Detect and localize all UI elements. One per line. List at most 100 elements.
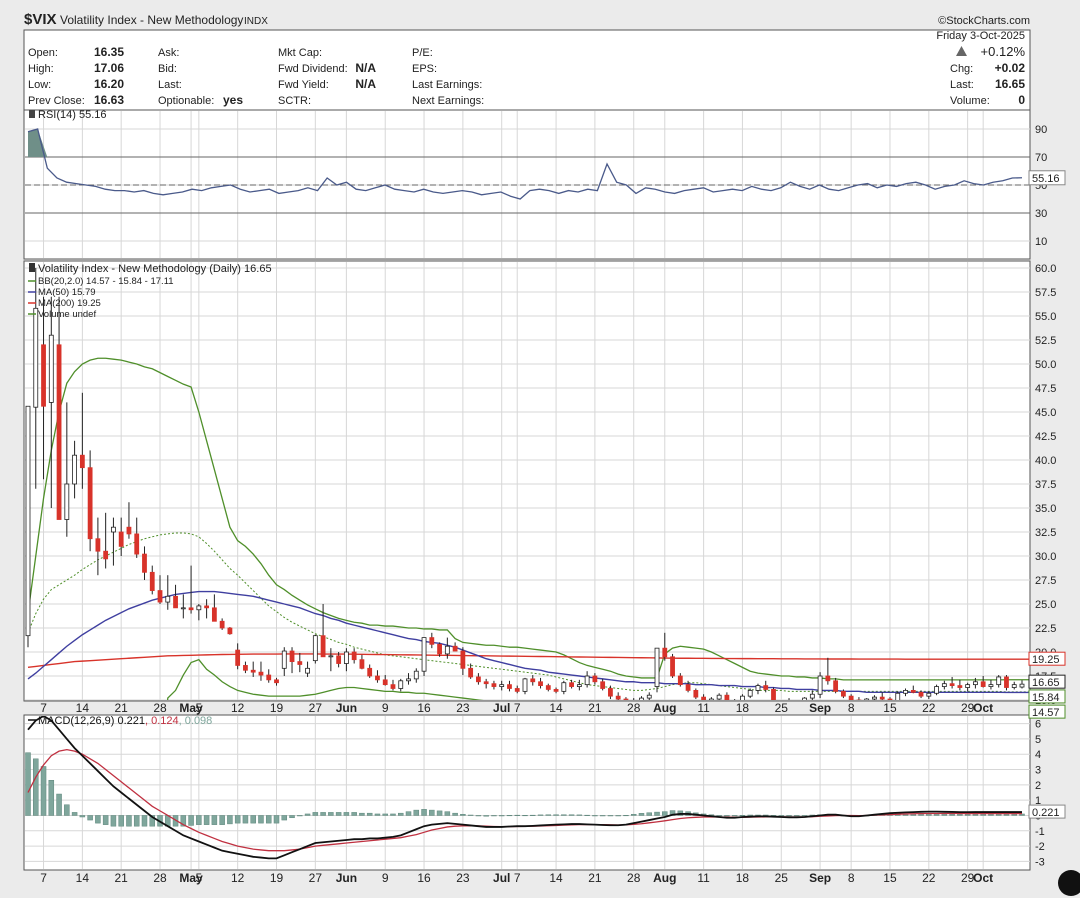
candle-up (1011, 684, 1017, 688)
macd-histogram-bar (599, 815, 606, 817)
x-tick-label: 21 (588, 871, 602, 885)
ma200-line (27, 653, 1030, 669)
macd-histogram-bar (475, 815, 482, 817)
macd-histogram-bar (133, 815, 140, 827)
candle-up (988, 684, 994, 687)
macd-histogram-bar (366, 812, 373, 816)
candle-down (118, 531, 124, 547)
x-tick-label: 8 (848, 701, 855, 715)
rsi-tick-label: 10 (1035, 236, 1047, 248)
macd-histogram-bar (265, 815, 272, 824)
macd-histogram-bar (576, 814, 583, 816)
price-tick-label: 47.5 (1035, 383, 1056, 395)
candle-down (134, 533, 140, 555)
macd-histogram-bar (739, 815, 746, 817)
candle-down (879, 696, 885, 700)
macd-histogram-bar (429, 809, 435, 816)
candle-up (934, 686, 939, 694)
macd-histogram-bar (615, 815, 621, 817)
candle-down (569, 682, 574, 687)
rsi-last-tag (1028, 170, 1066, 186)
macd-histogram-bar (79, 815, 86, 818)
macd-histogram-bar (755, 814, 761, 816)
candle-up (180, 607, 186, 610)
candle-down (126, 526, 132, 535)
candle-up (1019, 683, 1025, 688)
macd-histogram-bar (33, 758, 39, 816)
quote-label: Chg: (950, 63, 973, 75)
rsi-title: RSI(14) 55.16 (38, 109, 106, 121)
x-tick-label: 12 (231, 701, 245, 715)
price-last-label: 14.57 (1032, 707, 1060, 719)
candle-up (747, 690, 753, 697)
macd-histogram-bar (219, 815, 225, 825)
candle-up (926, 692, 932, 697)
macd-histogram-bar (801, 815, 808, 817)
macd-tick-label: 2 (1035, 780, 1041, 792)
corner-dot (1058, 870, 1080, 896)
candle-down (724, 694, 730, 700)
macd-last-tag (1028, 804, 1066, 819)
price-last-label: 19.25 (1032, 654, 1060, 666)
price-chart: 60.0 57.5 55.0 52.5 50.0 47.5 45.0 42.5 40.0 37.5… (25, 262, 1066, 719)
price-tick-label: 50.0 (1035, 359, 1056, 371)
candle-up (421, 637, 427, 672)
price-last-tag (1028, 674, 1066, 689)
macd-histogram-bar (40, 766, 47, 816)
macd-histogram-bar (662, 811, 668, 816)
x-tick-label: 9 (382, 871, 389, 885)
price-overlays (27, 357, 1030, 700)
quote-value: N/A (355, 61, 376, 75)
quote-label: Last: (950, 79, 974, 91)
macd-histogram-bar (568, 814, 575, 816)
candle-up (64, 483, 70, 520)
x-tick-label: 11 (697, 701, 710, 715)
macd-tick-label: -2 (1035, 841, 1045, 853)
x-tick-label: 14 (76, 871, 90, 885)
candle-down (553, 689, 559, 692)
macd-histogram-bar (335, 812, 342, 816)
quote-value: 17.06 (94, 61, 124, 75)
x-tick-label: 14 (549, 871, 563, 885)
candle-down (795, 702, 799, 703)
x-tick-label: 28 (153, 871, 167, 885)
x-tick-label: 22 (922, 871, 936, 885)
x-tick-label: 25 (775, 871, 789, 885)
candle-up (444, 645, 450, 655)
candle-down (949, 683, 955, 686)
rsi-line (27, 128, 1023, 200)
macd-histogram-bar (71, 812, 78, 816)
price-panel (23, 260, 1031, 702)
x-tick-label: Sep (809, 701, 831, 715)
price-tick-label: 60.0 (1035, 263, 1056, 275)
x-tick-label: 15 (883, 701, 897, 715)
quote-label: Bid: (158, 63, 177, 75)
macd-histogram-bar (250, 815, 256, 824)
macd-histogram-bar (778, 815, 785, 817)
price-tick-label: 40.0 (1035, 455, 1056, 467)
macd-histogram-bar (491, 815, 497, 817)
candle-down (623, 698, 629, 700)
macd-last-label: 0.221 (1032, 807, 1060, 819)
macd-histogram-bar (467, 814, 474, 816)
quote-label: Fwd Dividend: (278, 63, 348, 75)
candle-up (809, 693, 815, 699)
candle-down (336, 655, 342, 664)
candle-down (188, 607, 194, 611)
candle-down (670, 656, 675, 677)
x-tick-label: 27 (309, 701, 323, 715)
macd-histogram-bar (180, 815, 187, 827)
macd-histogram-bar (530, 814, 536, 816)
macd-histogram-bar (398, 812, 404, 816)
macd-histogram-bar (646, 812, 652, 816)
x-tick-label: Aug (653, 701, 676, 715)
x-tick-label: Aug (653, 871, 676, 885)
macd-histogram-bar (794, 815, 800, 817)
candle-up (165, 595, 171, 603)
macd-histogram-bar (304, 813, 311, 816)
candle-down (173, 595, 178, 609)
candle-down (359, 659, 365, 669)
x-tick-label: Oct (973, 871, 993, 885)
